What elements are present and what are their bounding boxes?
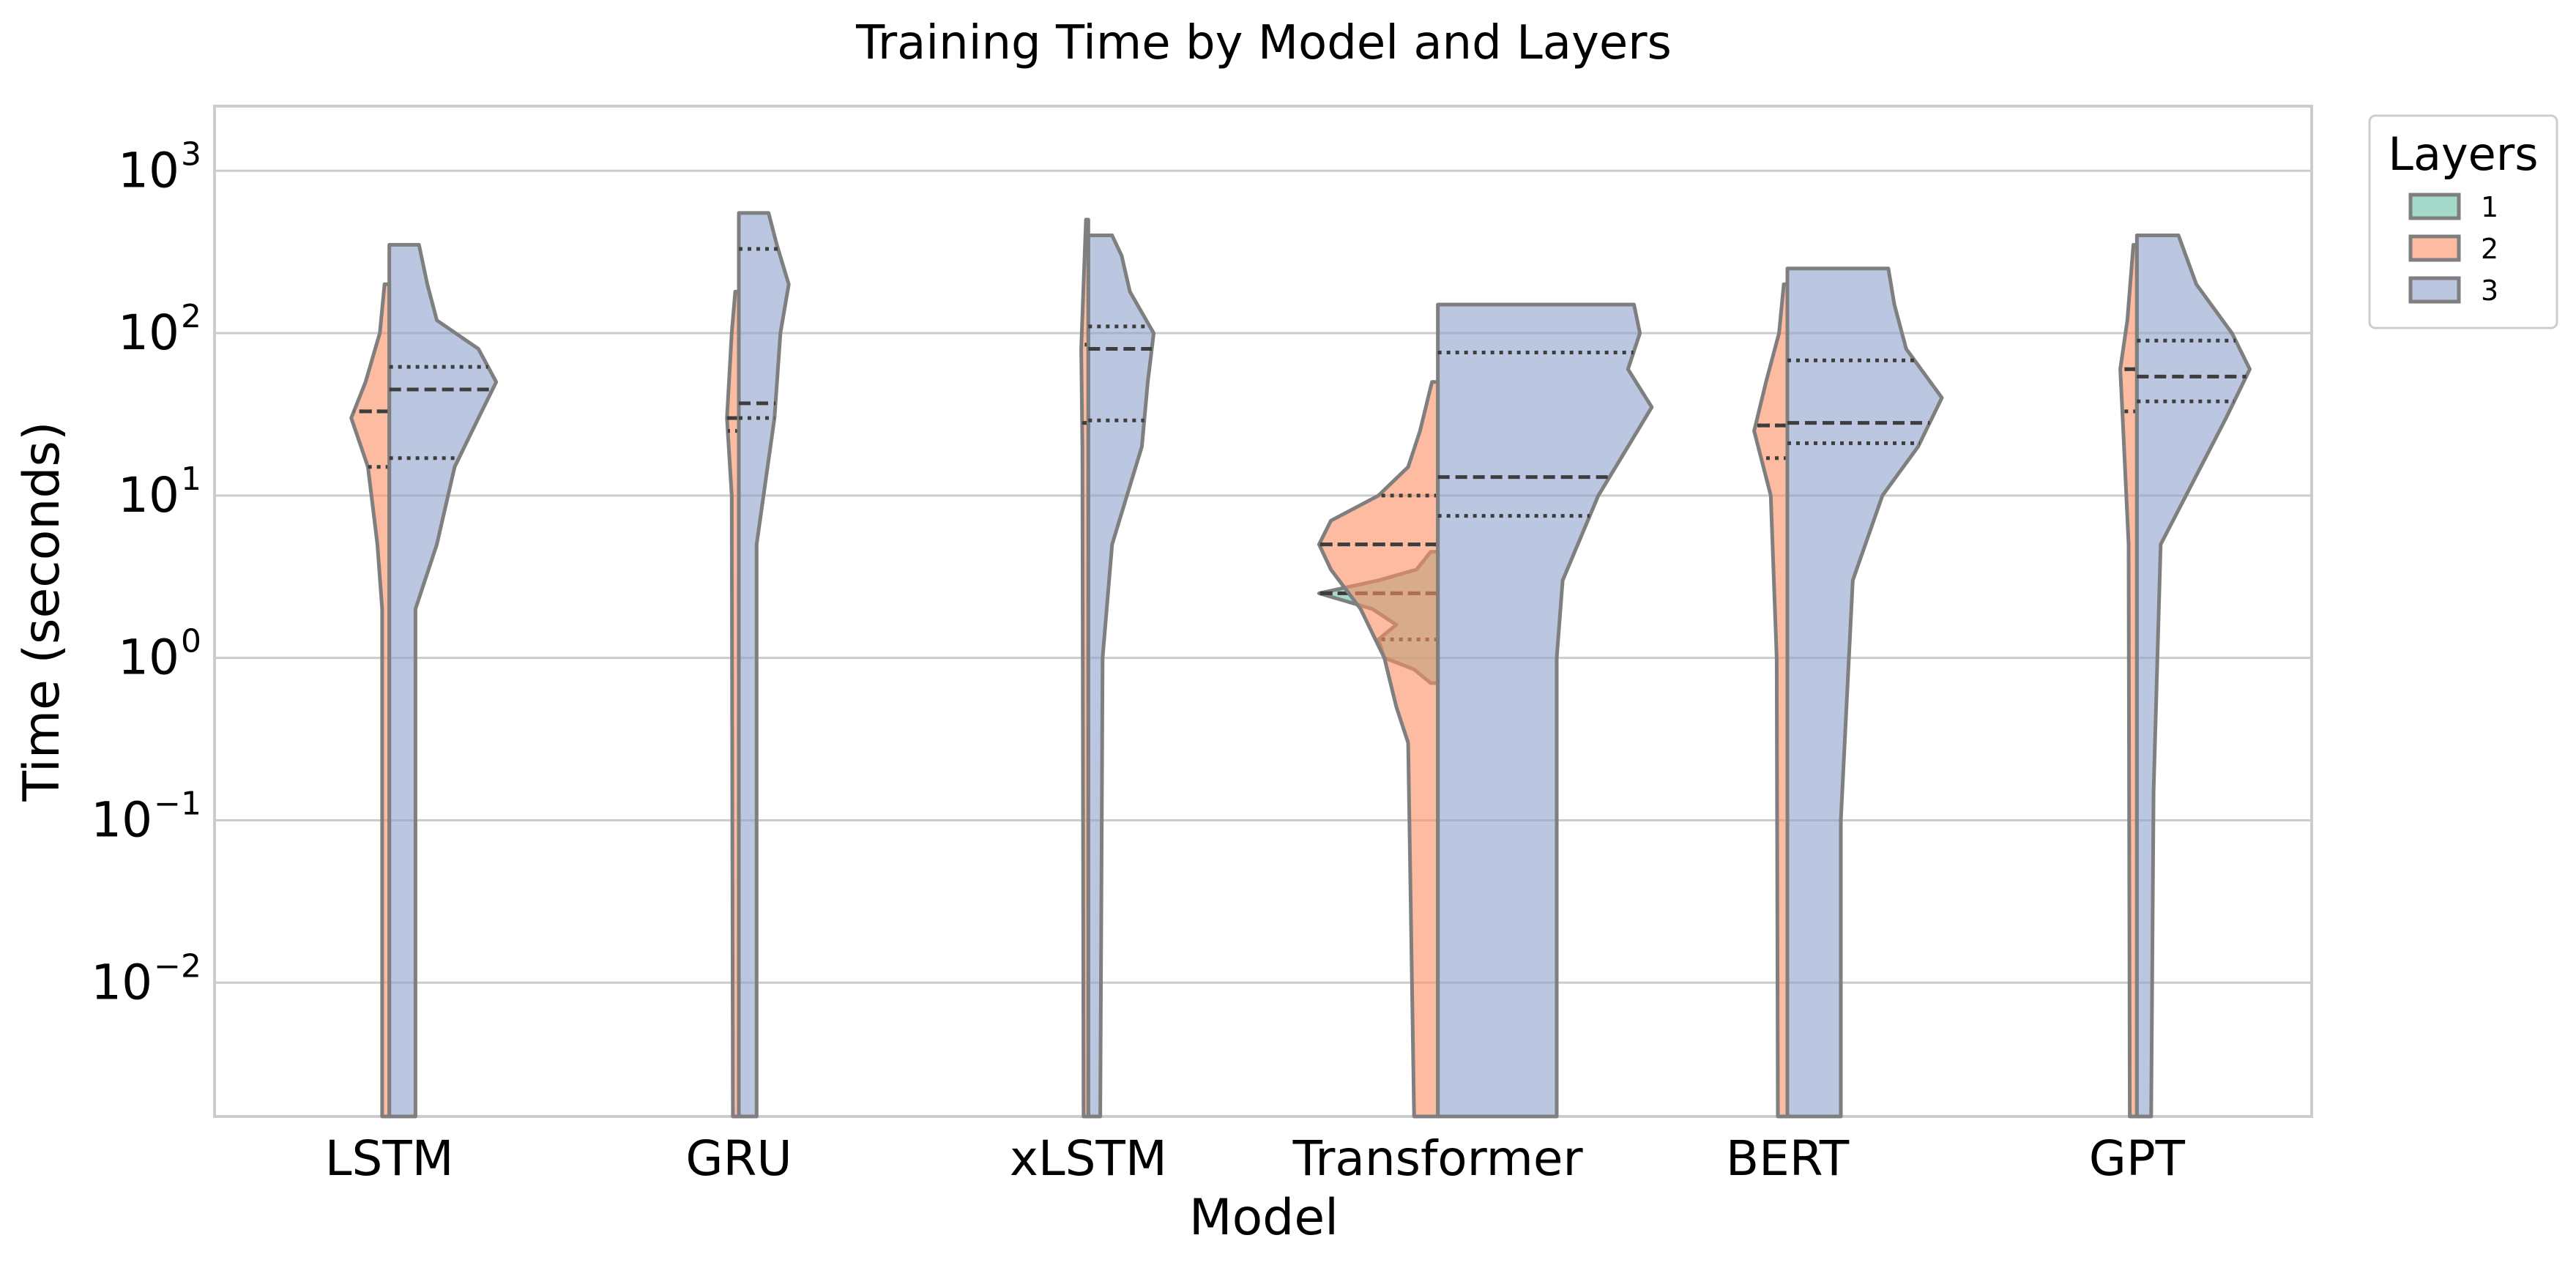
y-tick-2: 10 0 <box>118 623 201 686</box>
legend-label-1: 1 <box>2481 191 2498 223</box>
x-tick-gpt: GPT <box>2089 1130 2186 1187</box>
violin-body <box>387 242 499 1119</box>
y-tick-exponent: 1 <box>181 460 201 498</box>
legend-label-2: 2 <box>2481 233 2498 265</box>
violin-bert-layers-3 <box>1785 266 1944 1119</box>
y-tick-exponent: 0 <box>181 623 201 660</box>
legend-swatch-3 <box>2408 276 2461 304</box>
y-tick-4: 10 2 <box>118 298 201 361</box>
violin-body <box>1086 234 1156 1119</box>
violin-transformer-layers-3 <box>1436 302 1654 1119</box>
chart-title: Training Time by Model and Layers <box>855 16 1672 70</box>
legend-title: Layers <box>2388 127 2538 181</box>
y-tick-base: 10 <box>118 305 179 361</box>
x-tick-lstm: LSTM <box>325 1130 454 1187</box>
y-tick-exponent: −2 <box>154 947 201 985</box>
violin-body <box>2134 234 2252 1119</box>
grid <box>215 169 2312 984</box>
y-tick-base: 10 <box>118 467 179 523</box>
legend-box <box>2368 114 2558 329</box>
y-axis-label: Time (seconds) <box>13 421 71 802</box>
legend: Layers 1 2 3 <box>2368 114 2558 329</box>
y-tick-3: 10 1 <box>118 460 201 523</box>
violin-body <box>1436 302 1654 1119</box>
y-tick-0: 10 −2 <box>91 947 201 1010</box>
y-tick-exponent: 2 <box>181 298 201 335</box>
violin-gru-layers-3 <box>737 211 791 1119</box>
violin-xlstm-layers-3 <box>1086 234 1156 1119</box>
violin-bert-layers-2 <box>1752 282 1790 1119</box>
y-tick-exponent: 3 <box>181 135 201 173</box>
violin-body <box>349 282 392 1119</box>
legend-swatch-1 <box>2408 193 2461 220</box>
plot-frame <box>213 105 2313 1118</box>
y-tick-base: 10 <box>118 630 179 686</box>
violin-body <box>1317 380 1440 1119</box>
violins <box>349 211 2252 1119</box>
violin-lstm-layers-2 <box>349 282 392 1119</box>
y-tick-1: 10 −1 <box>91 785 201 848</box>
x-axis-ticks: LSTM GRU xLSTM Transformer BERT GPT <box>325 1130 2186 1187</box>
violin-body <box>737 211 791 1119</box>
legend-label-3: 3 <box>2481 275 2498 307</box>
violin-gpt-layers-2 <box>2118 242 2139 1119</box>
x-tick-bert: BERT <box>1726 1130 1850 1187</box>
x-tick-gru: GRU <box>685 1130 792 1187</box>
x-axis-label: Model <box>1189 1189 1339 1247</box>
x-tick-xlstm: xLSTM <box>1010 1130 1167 1187</box>
violin-lstm-layers-3 <box>387 242 499 1119</box>
y-tick-exponent: −1 <box>154 785 201 822</box>
legend-swatch-2 <box>2408 234 2461 262</box>
violin-body <box>1785 266 1944 1119</box>
y-tick-base: 10 <box>91 954 152 1010</box>
x-tick-transformer: Transformer <box>1292 1130 1584 1187</box>
violin-gpt-layers-3 <box>2134 234 2252 1119</box>
y-tick-base: 10 <box>118 142 179 198</box>
y-tick-base: 10 <box>91 791 152 848</box>
violin-body <box>2118 242 2139 1119</box>
violin-body <box>1752 282 1790 1119</box>
y-tick-5: 10 3 <box>118 135 201 198</box>
violin-transformer-layers-2 <box>1317 380 1440 1119</box>
